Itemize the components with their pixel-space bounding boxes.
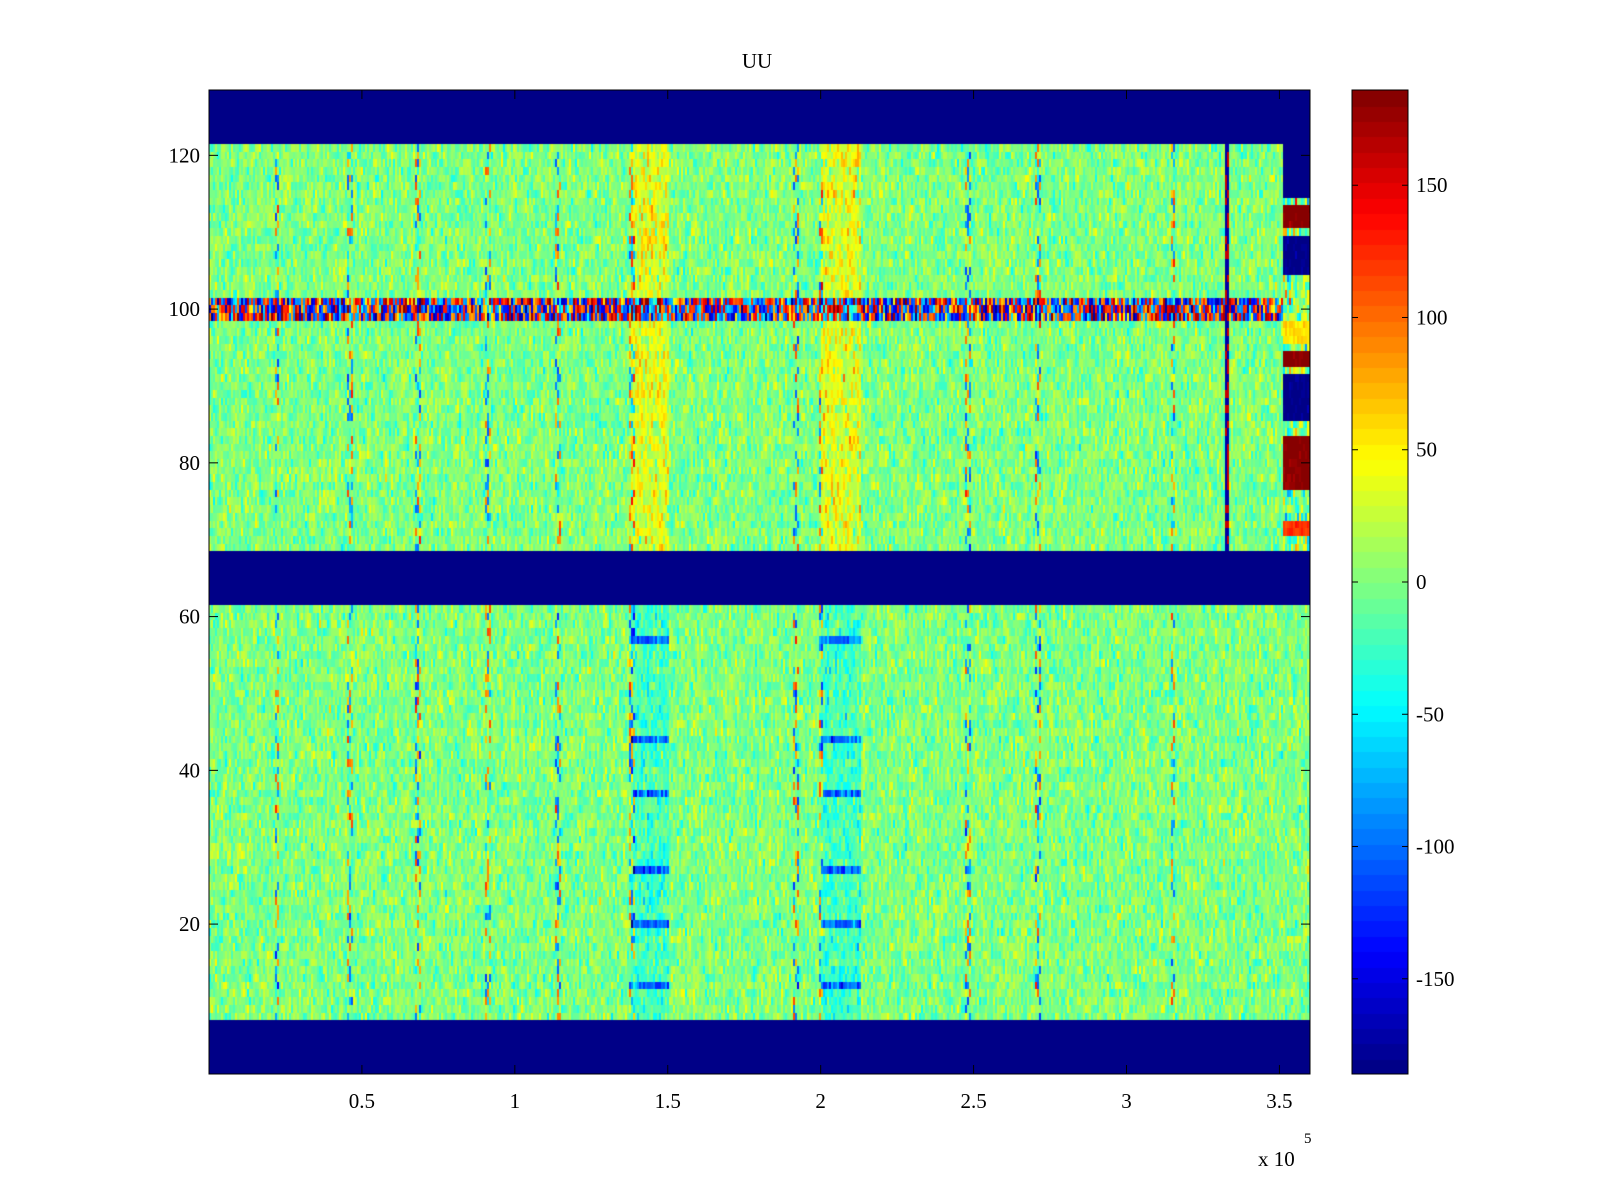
colorbar-tick-label: -150 <box>1416 967 1455 991</box>
y-axis: 20 40 60 80 100 120 <box>169 143 1310 936</box>
chart-title: UU <box>742 49 772 73</box>
x-tick-label: 1 <box>510 1089 521 1113</box>
colorbar-tick-label: 0 <box>1416 570 1427 594</box>
colorbar-axis: 150 100 50 0 -50 -100 -150 <box>1352 173 1455 991</box>
x-tick-label: 3.5 <box>1266 1089 1292 1113</box>
colorbar-gradient <box>1352 90 1408 1074</box>
y-tick-label: 40 <box>179 758 200 782</box>
colorbar-tick-label: -50 <box>1416 702 1444 726</box>
heatmap-image-container <box>209 90 1310 1074</box>
colorbar-tick-label: -100 <box>1416 835 1455 859</box>
x-axis-multiplier: x 10 <box>1258 1147 1295 1171</box>
plot-axes-box <box>208 89 1311 1075</box>
y-tick-label: 60 <box>179 605 200 629</box>
x-tick-label: 2 <box>815 1089 826 1113</box>
colorbar-gradient-container <box>1352 90 1408 1074</box>
x-tick-label: 3 <box>1121 1089 1132 1113</box>
x-axis: 0.5 1 1.5 2 2.5 3 3.5 <box>349 90 1293 1113</box>
x-tick-label: 1.5 <box>655 1089 681 1113</box>
colorbar: 150 100 50 0 -50 -100 -150 <box>1351 89 1455 1075</box>
colorbar-tick-label: 150 <box>1416 173 1448 197</box>
colorbar-tick-label: 50 <box>1416 438 1437 462</box>
x-tick-label: 2.5 <box>960 1089 986 1113</box>
colorbar-tick-label: 100 <box>1416 305 1448 329</box>
x-axis-multiplier-exponent: 5 <box>1304 1131 1312 1147</box>
y-tick-label: 80 <box>179 451 200 475</box>
y-tick-label: 120 <box>169 143 201 167</box>
x-tick-label: 0.5 <box>349 1089 375 1113</box>
heatmap-image <box>209 90 1310 1074</box>
heatmap-plot-area: 0.5 1 1.5 2 2.5 3 3.5 20 40 60 80 100 120 x 10 5 <box>169 89 1312 1171</box>
y-tick-label: 20 <box>179 912 200 936</box>
y-tick-label: 100 <box>169 297 201 321</box>
